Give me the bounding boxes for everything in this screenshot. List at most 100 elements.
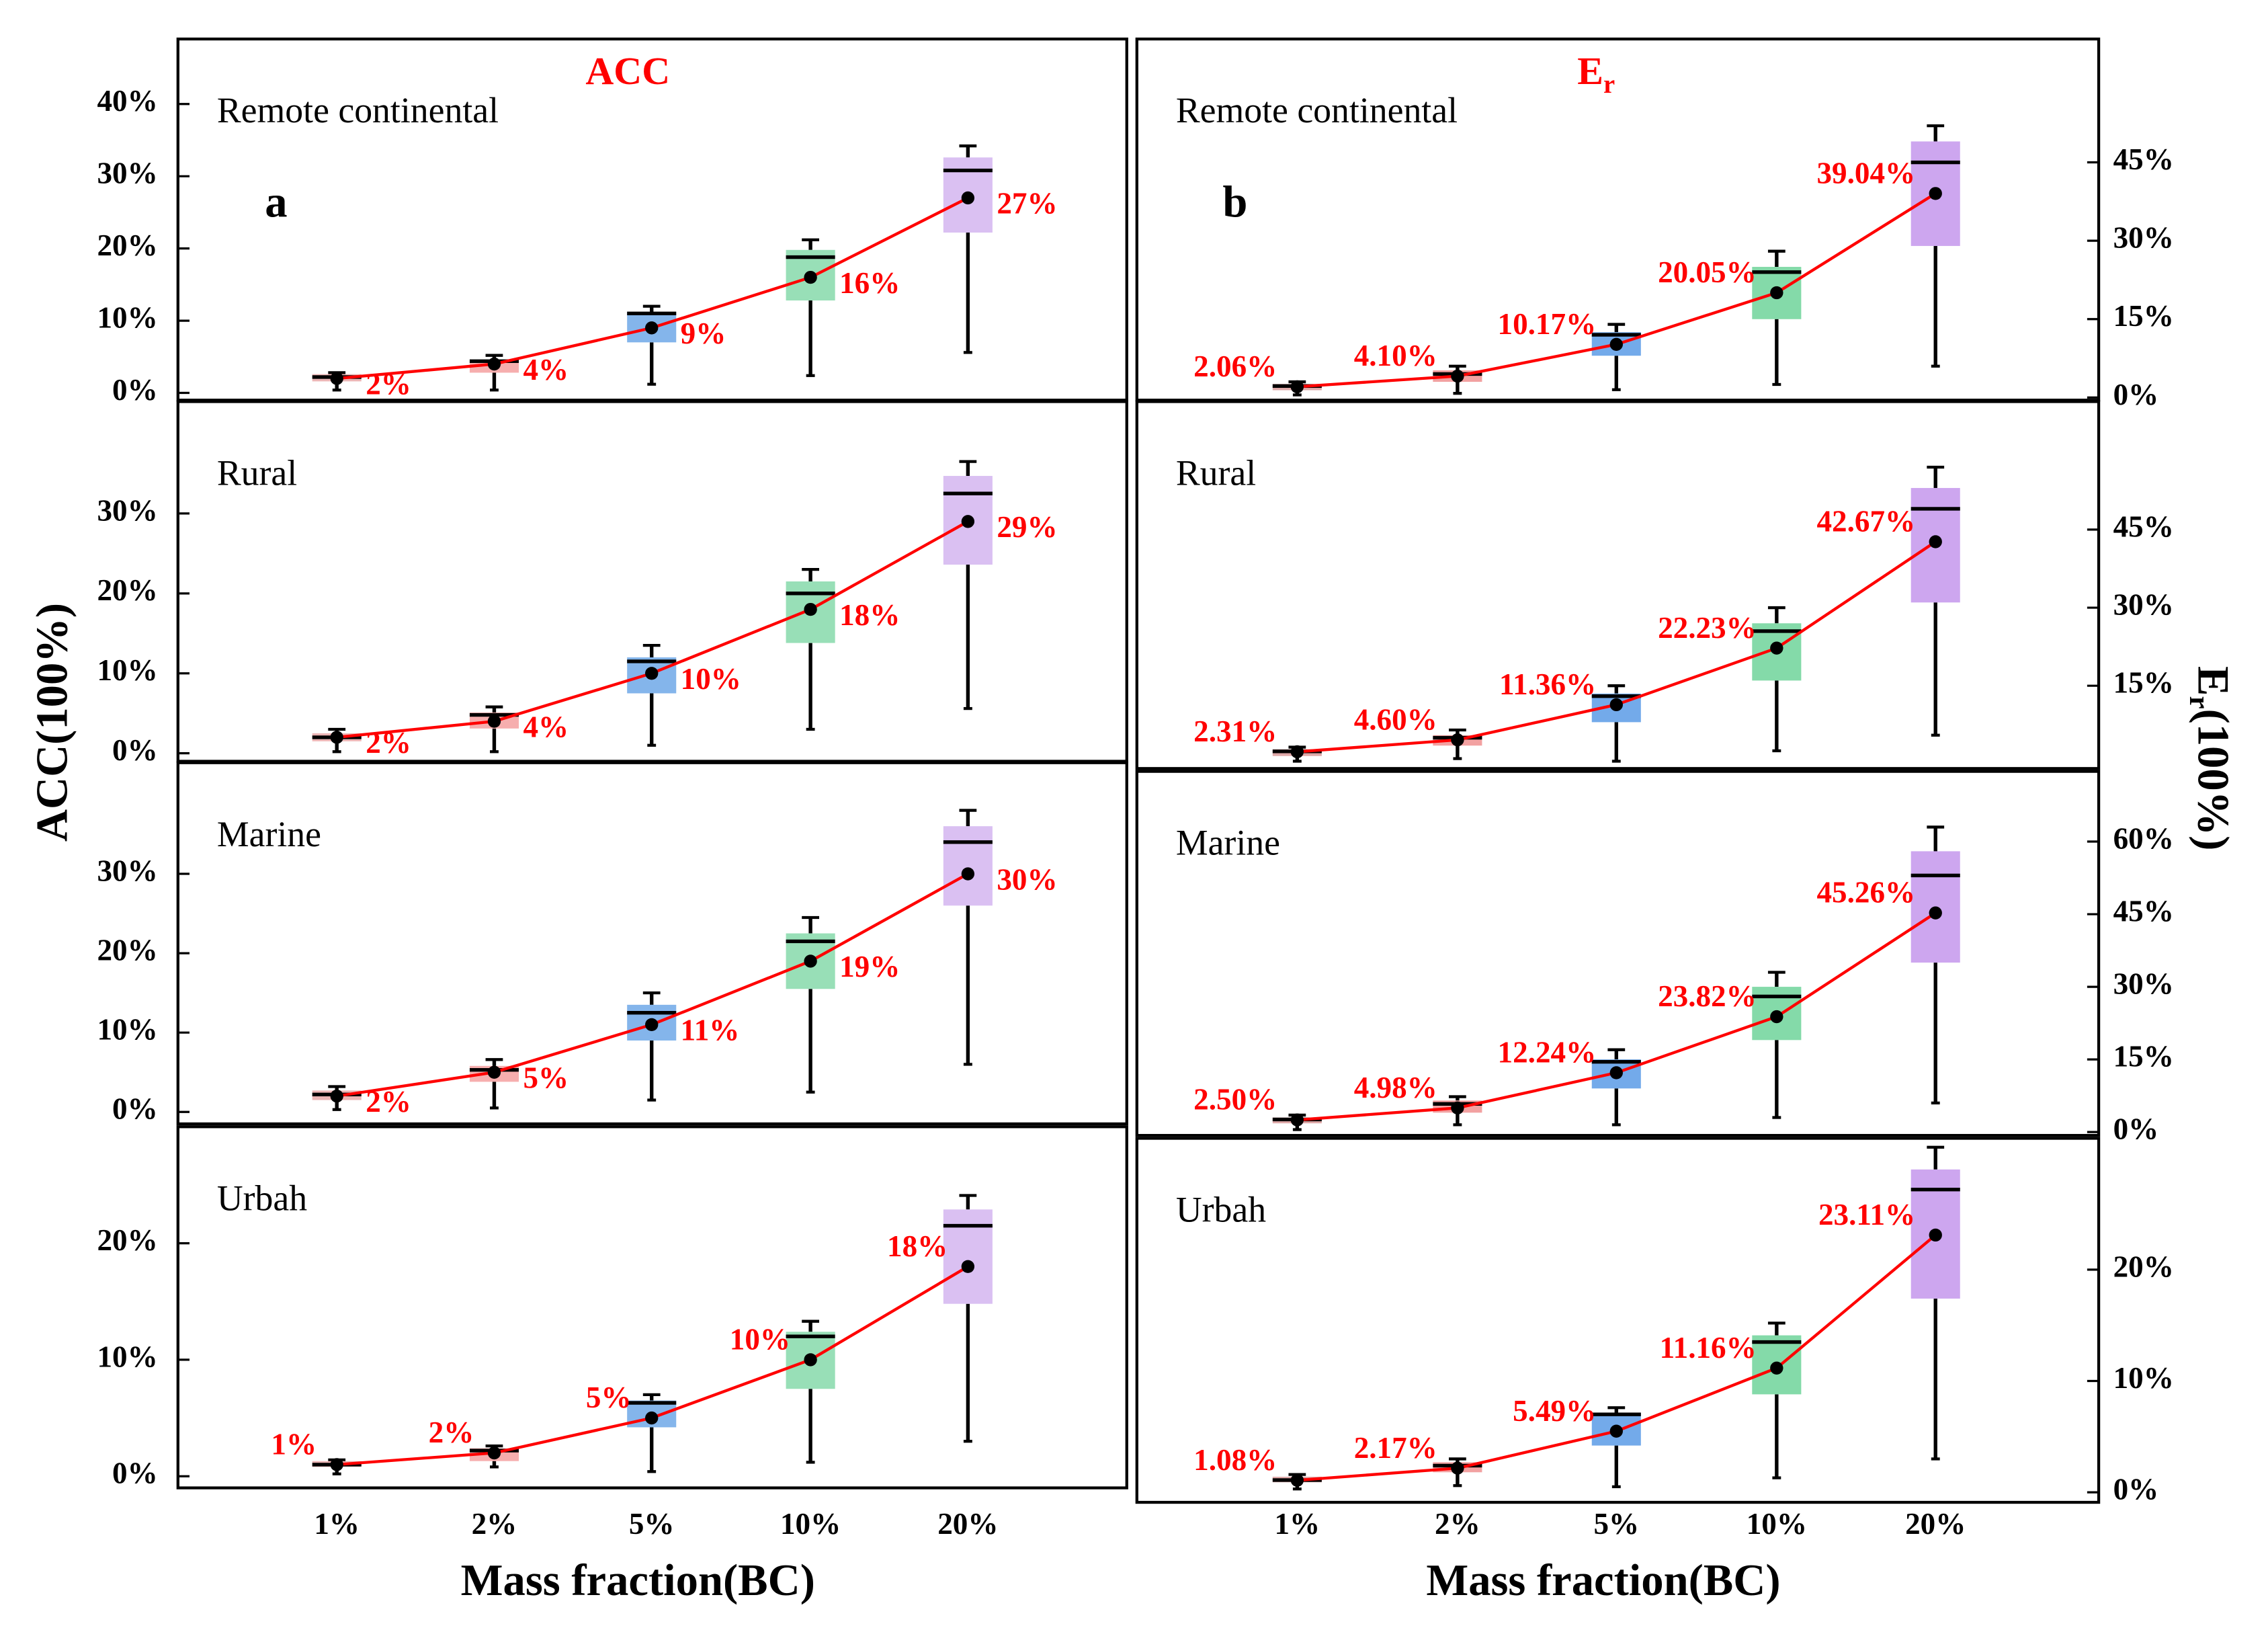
mean-point: [330, 1089, 343, 1103]
y-tick-label: 0%: [2113, 1472, 2159, 1506]
y-tick-label: 0%: [112, 733, 158, 767]
y-tick-label: 45%: [2113, 894, 2174, 928]
y-tick-label: 30%: [2113, 967, 2174, 1000]
y-tick-label: 0%: [2113, 378, 2159, 411]
box: [943, 1209, 993, 1304]
mean-label: 2.31%: [1193, 715, 1277, 748]
y-tick-label: 10%: [97, 653, 157, 687]
y-tick-label: 30%: [2113, 221, 2174, 255]
x-tick-label: 20%: [937, 1507, 998, 1541]
mean-label: 16%: [839, 266, 900, 300]
mean-point: [1451, 369, 1464, 383]
panel-frame: [1135, 1137, 2101, 1504]
title-main: ACC: [585, 49, 670, 93]
mean-label: 5%: [523, 1061, 569, 1094]
mean-point: [1609, 698, 1623, 712]
mean-label: 12.24%: [1498, 1036, 1597, 1069]
y-axis-label: Er(100%): [2183, 666, 2237, 850]
mean-point: [1451, 733, 1464, 747]
mean-point: [961, 515, 975, 528]
y-tick-label: 30%: [97, 854, 157, 887]
mean-point: [1929, 1228, 1942, 1242]
mean-point: [961, 1260, 975, 1273]
mean-point: [804, 954, 817, 968]
y-tick-label: 40%: [97, 84, 157, 118]
panel-letter: a: [265, 178, 287, 227]
y-tick-label: 20%: [97, 229, 157, 262]
panel-frame: [176, 1125, 1128, 1490]
mean-point: [1609, 1424, 1623, 1438]
y-tick-label: 60%: [2113, 821, 2174, 855]
panel-name: Marine: [217, 814, 321, 854]
panel-name: Rural: [1176, 453, 1256, 493]
mean-label: 10.17%: [1498, 307, 1597, 341]
x-tick-label: 10%: [780, 1507, 841, 1541]
mean-point: [330, 1458, 343, 1471]
panel-name: Remote continental: [217, 90, 499, 130]
mean-label: 1.08%: [1193, 1443, 1277, 1477]
mean-point: [1770, 1010, 1783, 1024]
y-tick-label: 30%: [97, 493, 157, 527]
mean-point: [1290, 380, 1304, 394]
panel-name: Rural: [217, 453, 297, 493]
mean-point: [1929, 906, 1942, 920]
mean-point: [1929, 535, 1942, 548]
mean-label: 23.11%: [1818, 1198, 1915, 1231]
y-tick-label: 10%: [97, 1013, 157, 1047]
y-tick-label: 10%: [2113, 1361, 2174, 1395]
x-axis-label: Mass fraction(BC): [461, 1556, 815, 1605]
x-tick-label: 5%: [1593, 1507, 1639, 1541]
mean-label: 5%: [586, 1381, 632, 1414]
mean-label: 4%: [523, 710, 569, 743]
y-tick-label: 20%: [97, 573, 157, 607]
mean-point: [1609, 1066, 1623, 1080]
panel-title: Er: [1577, 49, 1615, 99]
mean-label: 5.49%: [1513, 1394, 1596, 1428]
mean-point: [645, 321, 659, 335]
mean-label: 42.67%: [1816, 505, 1915, 538]
mean-label: 4.60%: [1354, 702, 1437, 736]
y-tick-label: 0%: [2113, 1112, 2159, 1145]
box: [943, 826, 993, 906]
mean-point: [1770, 641, 1783, 655]
mean-point: [1929, 187, 1942, 200]
y-tick-label: 45%: [2113, 143, 2174, 176]
panel-letter: b: [1222, 178, 1247, 227]
y-tick-label: 10%: [97, 300, 157, 334]
y-label-rest: (100%): [2188, 709, 2237, 851]
title-main: E: [1577, 49, 1603, 93]
y-axis-label: ACC(100%): [28, 603, 77, 842]
mean-point: [645, 1411, 659, 1425]
mean-point: [487, 357, 501, 371]
mean-point: [645, 667, 659, 680]
mean-label: 23.82%: [1658, 979, 1757, 1013]
mean-label: 45.26%: [1816, 876, 1915, 909]
y-tick-label: 30%: [2113, 587, 2174, 621]
mean-label: 20.05%: [1658, 255, 1757, 289]
mean-label: 2%: [366, 367, 411, 401]
mean-point: [1290, 1473, 1304, 1487]
mean-label: 2%: [366, 1085, 411, 1118]
x-tick-label: 1%: [314, 1507, 360, 1541]
mean-label: 2.50%: [1193, 1083, 1277, 1116]
y-tick-label: 0%: [112, 1092, 158, 1126]
mean-label: 9%: [681, 317, 726, 350]
mean-label: 1%: [271, 1427, 317, 1461]
mean-label: 11%: [681, 1014, 740, 1047]
mean-label: 29%: [997, 510, 1057, 544]
mean-point: [487, 715, 501, 728]
panel-name: Marine: [1176, 823, 1280, 863]
mean-point: [804, 602, 817, 616]
mean-point: [330, 372, 343, 385]
mean-label: 39.04%: [1816, 156, 1915, 190]
mean-point: [961, 191, 975, 205]
y-label-main: E: [2188, 666, 2237, 696]
y-tick-label: 45%: [2113, 510, 2174, 543]
mean-point: [961, 867, 975, 881]
y-tick-label: 20%: [2113, 1250, 2174, 1283]
panel-name: Remote continental: [1176, 90, 1458, 130]
mean-label: 4.98%: [1354, 1071, 1437, 1104]
mean-label: 22.23%: [1658, 611, 1757, 645]
x-tick-label: 10%: [1747, 1507, 1807, 1541]
